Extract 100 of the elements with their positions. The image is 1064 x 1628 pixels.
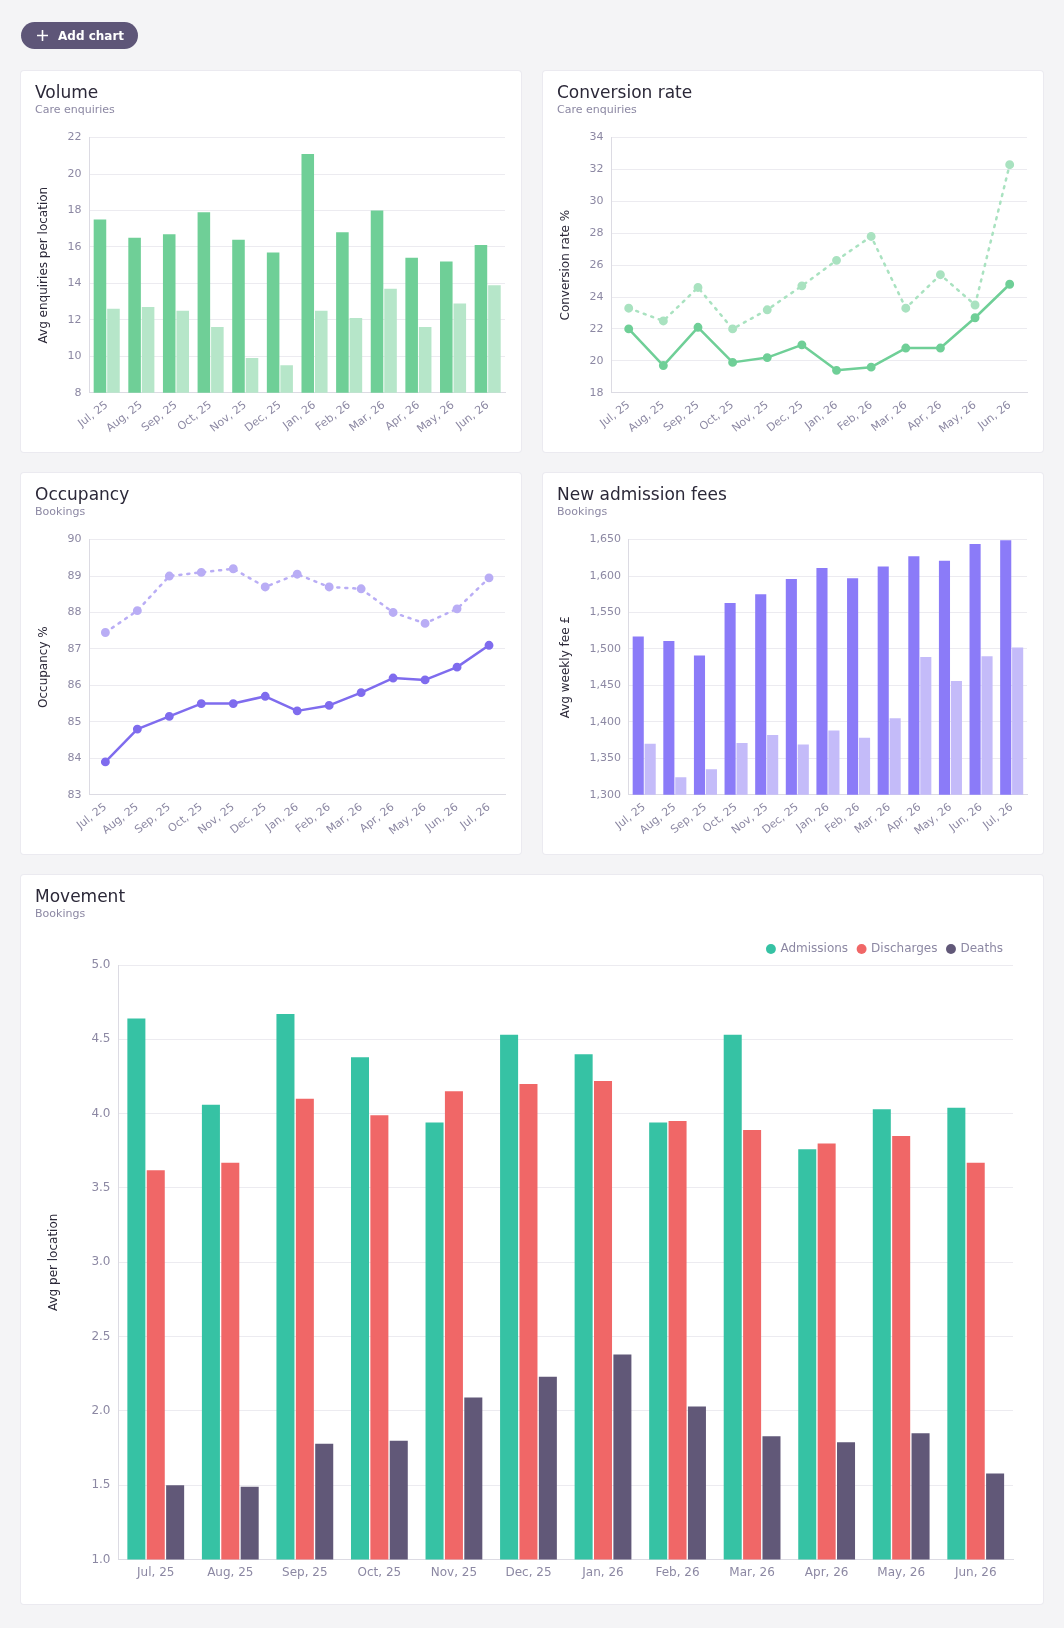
point	[693, 283, 703, 292]
point	[452, 662, 462, 672]
chart-subtitle: Bookings	[35, 505, 86, 519]
point	[832, 255, 841, 265]
point	[100, 757, 110, 767]
point	[970, 313, 980, 323]
y-tick-label: 1,450	[589, 678, 621, 692]
x-tick-label: Jun, 26	[974, 398, 1014, 433]
y-tick-label: 28	[589, 226, 604, 240]
point	[228, 564, 238, 574]
add-chart-button[interactable]: Add chart	[21, 22, 139, 49]
y-axis-title: Occupancy %	[36, 626, 51, 709]
y-tick-label: 18	[67, 203, 82, 217]
y-axis-title: Avg enquiries per location	[36, 186, 51, 344]
point	[356, 688, 366, 698]
y-tick-label: 1,300	[589, 787, 621, 801]
point	[420, 618, 430, 628]
point	[901, 343, 911, 353]
legend-label: Deaths	[960, 941, 1004, 956]
y-tick-label: 1,500	[589, 641, 621, 655]
x-tick-label: Jan, 26	[581, 1564, 624, 1579]
y-tick-label: 8	[74, 385, 82, 399]
x-tick-label: Nov, 25	[430, 1564, 478, 1579]
y-tick-label: 87	[67, 641, 82, 655]
point	[762, 305, 772, 315]
point	[658, 361, 668, 371]
legend-label: Discharges	[871, 941, 938, 956]
point	[100, 628, 110, 637]
y-tick-label: 10	[67, 349, 82, 363]
y-tick-label: 22	[589, 321, 604, 335]
point	[935, 270, 945, 280]
y-tick-label: 1.0	[91, 1551, 111, 1566]
y-tick-label: 4.5	[91, 1031, 111, 1046]
chart-subtitle: Bookings	[557, 505, 608, 519]
point	[866, 362, 876, 372]
x-tick-label: Jul, 26	[456, 800, 493, 833]
y-tick-label: 1,600	[589, 568, 621, 582]
y-axis-title: Avg per location	[46, 1213, 61, 1311]
point	[484, 640, 494, 650]
y-tick-label: 30	[589, 194, 604, 208]
x-tick-label: Jul, 25	[136, 1564, 175, 1579]
y-tick-label: 12	[67, 312, 82, 326]
x-tick-label: Aug, 25	[207, 1564, 254, 1579]
point	[452, 604, 462, 614]
point	[324, 700, 334, 710]
y-tick-label: 3.0	[91, 1254, 111, 1269]
point	[324, 582, 334, 592]
chart-subtitle: Care enquiries	[557, 103, 637, 117]
point	[728, 357, 738, 367]
y-tick-label: 18	[589, 385, 604, 399]
x-tick-label: Dec, 25	[505, 1564, 552, 1579]
point	[292, 706, 302, 716]
point	[292, 569, 302, 579]
y-tick-label: 24	[589, 289, 604, 303]
point	[728, 324, 738, 334]
y-tick-label: 84	[67, 751, 82, 765]
point	[260, 582, 270, 592]
x-tick-label: Sep, 25	[282, 1564, 328, 1579]
y-tick-label: 26	[589, 258, 604, 271]
y-tick-label: 3.5	[91, 1180, 111, 1195]
point	[624, 303, 634, 313]
y-tick-label: 88	[67, 605, 82, 619]
y-tick-label: 1,550	[589, 605, 621, 619]
y-tick-label: 34	[589, 130, 604, 144]
y-tick-label: 2.0	[91, 1403, 111, 1418]
chart-title: Volume	[35, 81, 99, 103]
y-tick-label: 2.5	[91, 1328, 111, 1343]
point	[356, 584, 366, 594]
point	[935, 343, 945, 353]
y-tick-label: 1,350	[589, 751, 621, 765]
chart-title: Movement	[35, 885, 126, 907]
chart-subtitle: Care enquiries	[35, 103, 115, 117]
y-tick-label: 22	[67, 130, 82, 144]
point	[164, 711, 174, 721]
y-tick-label: 5.0	[91, 957, 111, 972]
y-tick-label: 14	[67, 276, 82, 290]
y-tick-label: 20	[67, 166, 82, 180]
point	[132, 606, 142, 616]
point	[797, 340, 807, 350]
chart-title: New admission fees	[557, 483, 727, 505]
y-tick-label: 20	[589, 353, 604, 367]
y-tick-label: 1.5	[91, 1477, 111, 1492]
point	[693, 322, 703, 332]
y-tick-label: 16	[67, 239, 82, 253]
y-tick-label: 1,650	[589, 532, 621, 546]
y-tick-label: 86	[67, 678, 82, 692]
point	[624, 324, 634, 334]
point	[658, 316, 668, 326]
point	[832, 365, 841, 375]
y-tick-label: 83	[67, 787, 82, 801]
point	[901, 303, 911, 313]
point	[196, 567, 206, 577]
x-tick-label: Jun, 26	[953, 1564, 997, 1579]
point	[866, 231, 876, 241]
y-tick-label: 89	[67, 568, 82, 582]
x-tick-label: Oct, 25	[357, 1564, 402, 1579]
point	[196, 699, 206, 709]
y-tick-label: 85	[67, 714, 82, 728]
point	[132, 724, 142, 734]
x-tick-label: Apr, 26	[804, 1564, 849, 1579]
